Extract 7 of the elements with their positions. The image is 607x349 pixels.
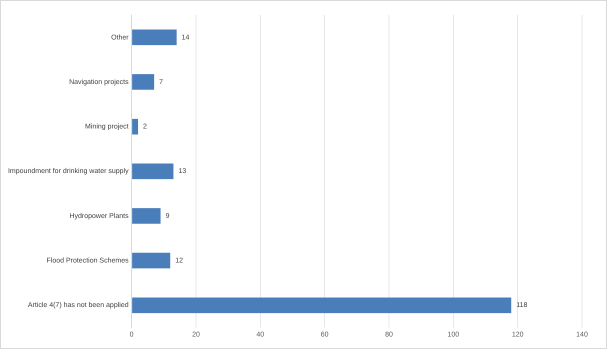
bar — [132, 208, 161, 224]
bar — [132, 30, 177, 46]
bar — [132, 297, 512, 314]
bar — [132, 118, 138, 134]
bar — [132, 252, 170, 268]
bar — [132, 163, 174, 180]
bar — [132, 74, 154, 90]
